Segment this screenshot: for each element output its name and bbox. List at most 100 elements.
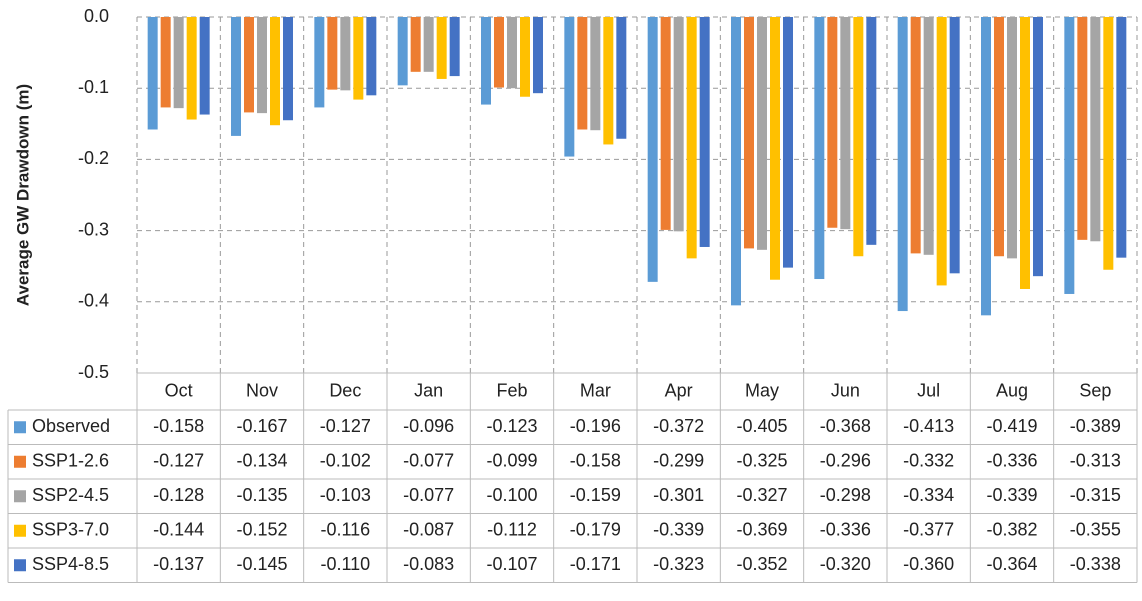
bar (449, 17, 460, 77)
bar (897, 17, 908, 312)
legend-key (14, 455, 26, 468)
bar (564, 17, 575, 157)
table-value: -0.110 (320, 554, 370, 574)
table-value: -0.315 (1070, 485, 1121, 505)
bar (840, 17, 851, 230)
bar (699, 17, 710, 247)
bar (910, 17, 921, 254)
x-tick-label: Dec (329, 380, 361, 400)
table-value: -0.369 (736, 520, 787, 540)
y-tick-label: -0.3 (78, 219, 109, 239)
table-value: -0.144 (153, 520, 204, 540)
legend-key (14, 559, 26, 572)
table-value: -0.112 (487, 520, 537, 540)
table-value: -0.364 (986, 554, 1037, 574)
bar (673, 17, 684, 232)
bar (173, 17, 184, 109)
bar (244, 17, 254, 113)
table-value: -0.320 (820, 554, 871, 574)
bar (1064, 17, 1075, 294)
bar (327, 17, 338, 90)
table-value: -0.179 (570, 520, 621, 540)
y-tick-label: -0.2 (78, 148, 109, 168)
bar (147, 17, 158, 130)
table-value: -0.135 (236, 485, 287, 505)
table-value: -0.158 (570, 451, 621, 471)
bar (436, 17, 447, 79)
bar (686, 17, 697, 259)
legend-label: SSP3-7.0 (32, 520, 109, 540)
table-value: -0.372 (653, 416, 704, 436)
bar (520, 17, 530, 97)
bar (660, 17, 671, 230)
table-value: -0.405 (736, 416, 787, 436)
bar (397, 17, 408, 86)
legend-label: SSP4-8.5 (32, 554, 109, 574)
bar (186, 17, 197, 120)
table-value: -0.152 (236, 520, 287, 540)
table-value: -0.158 (153, 416, 204, 436)
table-value: -0.355 (1070, 520, 1121, 540)
table-value: -0.332 (903, 451, 954, 471)
table-value: -0.099 (486, 451, 537, 471)
table-value: -0.301 (653, 485, 704, 505)
bar (1090, 17, 1101, 242)
bar (199, 17, 210, 115)
legend-label: Observed (32, 416, 110, 436)
bar (283, 17, 293, 121)
table-value: -0.338 (1070, 554, 1121, 574)
table-value: -0.339 (653, 520, 704, 540)
bar (770, 17, 780, 280)
table-value: -0.336 (986, 451, 1037, 471)
bar (1077, 17, 1088, 240)
bar (994, 17, 1004, 257)
bar (853, 17, 864, 257)
table-value: -0.100 (486, 485, 537, 505)
table-value: -0.419 (986, 416, 1037, 436)
legend-label: SSP2-4.5 (32, 485, 109, 505)
table-value: -0.127 (320, 416, 371, 436)
bar (866, 17, 877, 245)
y-tick-label: -0.1 (78, 77, 109, 97)
x-tick-label: Sep (1079, 380, 1111, 400)
table-value: -0.413 (903, 416, 954, 436)
bar (949, 17, 960, 274)
bar (923, 17, 934, 255)
table-value: -0.087 (403, 520, 454, 540)
table-value: -0.102 (320, 451, 371, 471)
bar (603, 17, 614, 145)
table-value: -0.339 (986, 485, 1037, 505)
table-value: -0.077 (403, 485, 454, 505)
table-value: -0.334 (903, 485, 954, 505)
table-value: -0.298 (820, 485, 871, 505)
bar (731, 17, 741, 306)
bar (814, 17, 825, 280)
y-tick-label: -0.5 (78, 362, 109, 382)
legend-key (14, 421, 26, 434)
bar (1007, 17, 1017, 259)
y-tick-label: -0.4 (78, 291, 109, 311)
table-value: -0.083 (403, 554, 454, 574)
table-value: -0.159 (570, 485, 621, 505)
bar (1103, 17, 1114, 270)
x-tick-label: Jan (414, 380, 443, 400)
table-value: -0.313 (1070, 451, 1121, 471)
bar (783, 17, 793, 268)
table-value: -0.325 (736, 451, 787, 471)
bar (507, 17, 517, 89)
table-value: -0.077 (403, 451, 454, 471)
x-tick-label: Nov (246, 380, 278, 400)
y-axis-title: Average GW Drawdown (m) (13, 84, 32, 306)
table-value: -0.128 (153, 485, 204, 505)
bar (827, 17, 838, 228)
table-value: -0.134 (236, 451, 287, 471)
table-value: -0.323 (653, 554, 704, 574)
bar (353, 17, 364, 100)
bar (616, 17, 627, 139)
bar (533, 17, 543, 94)
table-value: -0.127 (153, 451, 204, 471)
x-tick-label: Feb (496, 380, 527, 400)
y-tick-label: 0.0 (84, 6, 109, 26)
table-value: -0.382 (986, 520, 1037, 540)
